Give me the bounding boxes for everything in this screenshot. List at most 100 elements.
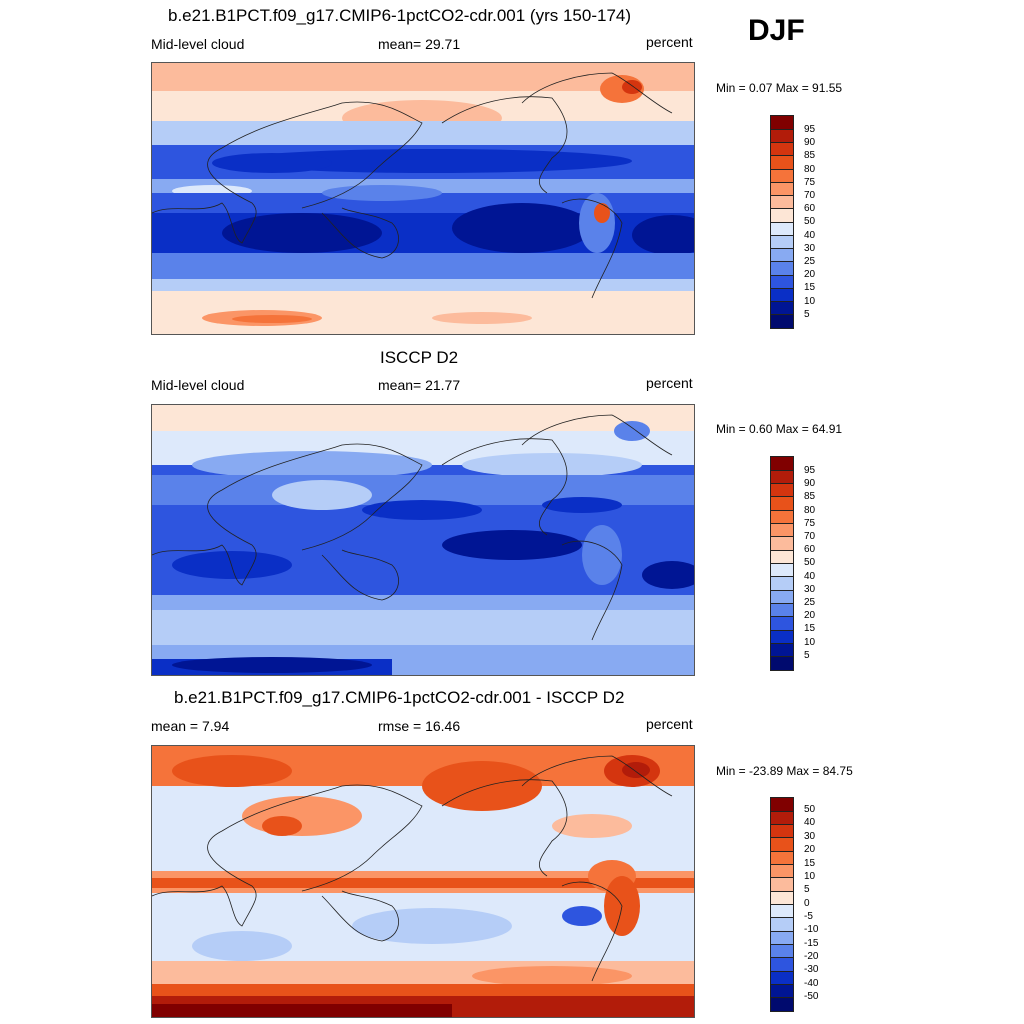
min-max-label: Min = 0.07 Max = 91.55 bbox=[716, 81, 843, 95]
colorbar-swatch bbox=[771, 616, 793, 631]
colorbar-label: 95 bbox=[804, 124, 816, 135]
units-label: percent bbox=[646, 34, 693, 50]
colorbar-label: 85 bbox=[804, 150, 816, 161]
variable-label: Mid-level cloud bbox=[151, 36, 245, 52]
colorbar-swatch bbox=[771, 235, 793, 249]
colorbar-swatch bbox=[771, 944, 793, 959]
colorbar-frame bbox=[770, 456, 794, 671]
colorbar-swatch bbox=[771, 851, 793, 866]
colorbar-label: -40 bbox=[804, 978, 819, 989]
colorbar-label: 25 bbox=[804, 597, 816, 608]
colorbar-label: -5 bbox=[804, 911, 813, 922]
colorbar-swatch bbox=[771, 904, 793, 919]
colorbar-label: 70 bbox=[804, 190, 816, 201]
colorbar-swatch bbox=[771, 155, 793, 170]
min-max-label: Min = -23.89 Max = 84.75 bbox=[716, 764, 853, 778]
colorbar-label: 70 bbox=[804, 531, 816, 542]
min-max-label: Min = 0.60 Max = 64.91 bbox=[716, 422, 843, 436]
colorbar-label: 0 bbox=[804, 898, 810, 909]
colorbar-label: 60 bbox=[804, 203, 816, 214]
colorbar-swatch bbox=[771, 275, 793, 289]
colorbar-swatch bbox=[771, 917, 793, 932]
colorbar-swatch bbox=[771, 957, 793, 972]
season-label: DJF bbox=[748, 14, 805, 47]
colorbar-swatch bbox=[771, 643, 793, 658]
colorbar-label: 20 bbox=[804, 610, 816, 621]
colorbar-label: 50 bbox=[804, 804, 816, 815]
colorbar-swatch bbox=[771, 576, 793, 591]
colorbar-swatch bbox=[771, 169, 793, 183]
colorbar-swatch bbox=[771, 971, 793, 985]
colorbar-label: 75 bbox=[804, 177, 816, 188]
map-obs bbox=[151, 404, 695, 676]
colorbar-swatch bbox=[771, 824, 793, 839]
colorbar-label: -50 bbox=[804, 991, 819, 1002]
colorbar-swatch bbox=[771, 116, 793, 130]
colorbar-swatch bbox=[771, 877, 793, 892]
mean-label: mean= 29.71 bbox=[378, 36, 461, 52]
colorbar-label: 50 bbox=[804, 216, 816, 227]
units-label: percent bbox=[646, 716, 693, 732]
colorbar-label: 10 bbox=[804, 637, 816, 648]
colorbar-swatch bbox=[771, 931, 793, 945]
colorbar-swatch bbox=[771, 590, 793, 604]
colorbar-label: 30 bbox=[804, 584, 816, 595]
colorbar-label: 5 bbox=[804, 650, 810, 661]
colorbar-label: -20 bbox=[804, 951, 819, 962]
colorbar-label: 40 bbox=[804, 571, 816, 582]
map-model bbox=[151, 62, 695, 335]
colorbar-swatch bbox=[771, 483, 793, 498]
colorbar-swatch bbox=[771, 891, 793, 905]
colorbar-label: 75 bbox=[804, 518, 816, 529]
colorbar-frame bbox=[770, 797, 794, 1012]
colorbar-label: 20 bbox=[804, 844, 816, 855]
colorbar-swatch bbox=[771, 208, 793, 223]
colorbar-swatch bbox=[771, 182, 793, 196]
colorbar-swatch bbox=[771, 523, 793, 538]
colorbar-swatch bbox=[771, 798, 793, 812]
colorbar-label: 15 bbox=[804, 858, 816, 869]
colorbar-label: 85 bbox=[804, 491, 816, 502]
colorbar-swatch bbox=[771, 195, 793, 210]
colorbar-label: -30 bbox=[804, 964, 819, 975]
colorbar-label: 20 bbox=[804, 269, 816, 280]
colorbar-label: 95 bbox=[804, 465, 816, 476]
colorbar-label: 10 bbox=[804, 296, 816, 307]
colorbar-label: 60 bbox=[804, 544, 816, 555]
rmse-label: rmse = 16.46 bbox=[378, 718, 461, 734]
colorbar-label: -10 bbox=[804, 924, 819, 935]
colorbar-swatch bbox=[771, 129, 793, 143]
colorbar-swatch bbox=[771, 496, 793, 511]
colorbar-label: 30 bbox=[804, 831, 816, 842]
colorbar-frame bbox=[770, 115, 794, 329]
colorbar-label: 5 bbox=[804, 309, 810, 320]
colorbar-label: 25 bbox=[804, 256, 816, 267]
colorbar-label: 80 bbox=[804, 164, 816, 175]
colorbar-swatch bbox=[771, 563, 793, 578]
mean-label: mean = 7.94 bbox=[151, 718, 230, 734]
colorbar-swatch bbox=[771, 248, 793, 263]
colorbar-label: 5 bbox=[804, 884, 810, 895]
colorbar-swatch bbox=[771, 261, 793, 276]
variable-label: Mid-level cloud bbox=[151, 377, 245, 393]
colorbar-swatch bbox=[771, 984, 793, 999]
map-diff bbox=[151, 745, 695, 1018]
colorbar-swatch bbox=[771, 470, 793, 485]
colorbar-swatch bbox=[771, 630, 793, 644]
colorbar-swatch bbox=[771, 864, 793, 879]
colorbar-swatch bbox=[771, 288, 793, 302]
units-label: percent bbox=[646, 375, 693, 391]
colorbar-swatch bbox=[771, 301, 793, 316]
colorbar-swatch bbox=[771, 457, 793, 471]
colorbar-label: 40 bbox=[804, 230, 816, 241]
colorbar-label: -15 bbox=[804, 938, 819, 949]
colorbar-label: 90 bbox=[804, 478, 816, 489]
mean-label: mean= 21.77 bbox=[378, 377, 461, 393]
colorbar-swatch bbox=[771, 536, 793, 551]
panel-title: ISCCP D2 bbox=[380, 348, 459, 367]
colorbar-label: 10 bbox=[804, 871, 816, 882]
colorbar-label: 30 bbox=[804, 243, 816, 254]
colorbar-swatch bbox=[771, 550, 793, 564]
colorbar-label: 15 bbox=[804, 623, 816, 634]
colorbar-label: 90 bbox=[804, 137, 816, 148]
